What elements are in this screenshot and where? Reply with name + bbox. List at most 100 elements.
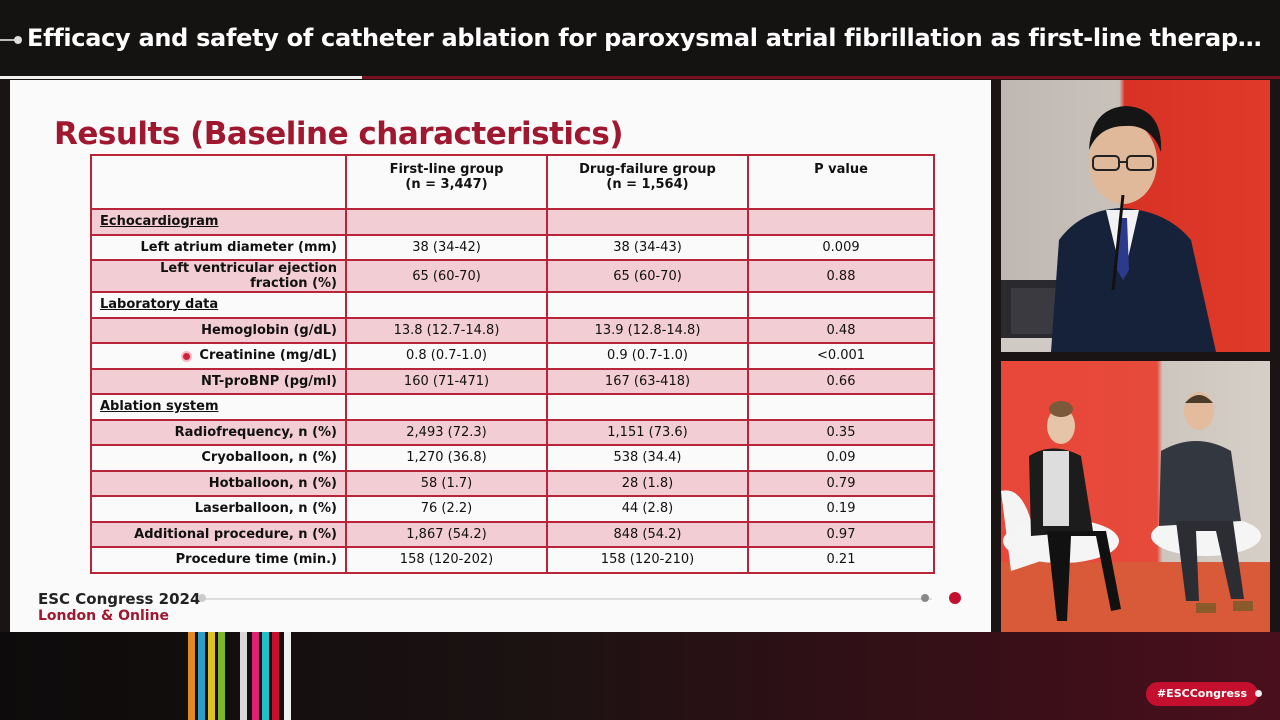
row-p: 0.009 — [747, 233, 935, 261]
row-c1: 2,493 (72.3) — [345, 418, 548, 446]
presentation-slide: Results (Baseline characteristics) First… — [10, 80, 991, 632]
title-underline-red — [362, 76, 1280, 79]
table-row: Additional procedure, n (%) 1,867 (54.2)… — [90, 520, 935, 548]
section-label: Laboratory data — [90, 291, 347, 319]
band-stripe — [240, 632, 247, 720]
row-label: Hotballoon, n (%) — [90, 469, 347, 497]
row-p: 0.88 — [747, 259, 935, 293]
row-c2: 28 (1.8) — [546, 469, 749, 497]
row-c1: 1,270 (36.8) — [345, 444, 548, 472]
band-stripe — [284, 632, 291, 720]
panelists-figure — [1001, 392, 1261, 621]
row-c1: 65 (60-70) — [345, 259, 548, 293]
row-label: Left ventricular ejection fraction (%) — [90, 259, 347, 293]
table-header-row: First-line group (n = 3,447) Drug-failure… — [90, 154, 935, 210]
row-p: 0.19 — [747, 495, 935, 523]
stage-floor — [1001, 562, 1270, 632]
row-c2: 13.9 (12.8-14.8) — [546, 316, 749, 344]
row-c1: 38 (34-42) — [345, 233, 548, 261]
row-c2: 538 (34.4) — [546, 444, 749, 472]
table-row: Left atrium diameter (mm) 38 (34-42) 38 … — [90, 233, 935, 261]
row-c1: 58 (1.7) — [345, 469, 548, 497]
row-label: Creatinine (mg/dL) — [90, 342, 347, 370]
laser-pointer-icon — [183, 353, 190, 360]
congress-location: London & Online — [38, 608, 169, 624]
header-drug-failure: Drug-failure group (n = 1,564) — [546, 154, 749, 210]
section-row: Laboratory data — [90, 291, 935, 319]
row-p: 0.79 — [747, 469, 935, 497]
speaker-figure — [1001, 106, 1216, 352]
slide-title: Results (Baseline characteristics) — [54, 116, 624, 152]
section-row: Echocardiogram — [90, 208, 935, 236]
row-c1: 160 (71-471) — [345, 367, 548, 395]
title-underline — [0, 76, 362, 79]
row-c2: 158 (120-210) — [546, 546, 749, 574]
row-c2: 65 (60-70) — [546, 259, 749, 293]
row-label: NT-proBNP (pg/ml) — [90, 367, 347, 395]
row-label: Left atrium diameter (mm) — [90, 233, 347, 261]
row-label: Procedure time (min.) — [90, 546, 347, 574]
header-empty-cell — [90, 154, 347, 210]
decorative-band — [0, 632, 1280, 720]
row-c2: 167 (63-418) — [546, 367, 749, 395]
table-row: Left ventricular ejection fraction (%) 6… — [90, 259, 935, 293]
hashtag-badge: #ESCCongress — [1146, 682, 1258, 706]
video-title: Efficacy and safety of catheter ablation… — [27, 24, 1267, 52]
title-bar: Efficacy and safety of catheter ablation… — [0, 0, 1280, 79]
row-p: <0.001 — [747, 342, 935, 370]
slide-progress-track — [202, 598, 932, 600]
row-p: 0.09 — [747, 444, 935, 472]
row-c1: 0.8 (0.7-1.0) — [345, 342, 548, 370]
band-stripe — [252, 632, 259, 720]
section-row: Ablation system — [90, 393, 935, 421]
row-label: Radiofrequency, n (%) — [90, 418, 347, 446]
title-bar-dot-icon — [14, 36, 22, 44]
row-label: Additional procedure, n (%) — [90, 520, 347, 548]
row-p: 0.48 — [747, 316, 935, 344]
row-label: Laserballoon, n (%) — [90, 495, 347, 523]
table-row: Hotballoon, n (%) 58 (1.7) 28 (1.8) 0.79 — [90, 469, 935, 497]
section-label: Echocardiogram — [90, 208, 347, 236]
table-row: Radiofrequency, n (%) 2,493 (72.3) 1,151… — [90, 418, 935, 446]
row-p: 0.97 — [747, 520, 935, 548]
congress-name: ESC Congress 2024 — [38, 590, 201, 608]
table-row: Procedure time (min.) 158 (120-202) 158 … — [90, 546, 935, 574]
row-c2: 0.9 (0.7-1.0) — [546, 342, 749, 370]
row-p: 0.66 — [747, 367, 935, 395]
band-stripe — [198, 632, 205, 720]
table-row: NT-proBNP (pg/ml) 160 (71-471) 167 (63-4… — [90, 367, 935, 395]
row-c2: 44 (2.8) — [546, 495, 749, 523]
table-row: Creatinine (mg/dL) 0.8 (0.7-1.0) 0.9 (0.… — [90, 342, 935, 370]
row-p: 0.35 — [747, 418, 935, 446]
band-stripe — [218, 632, 225, 720]
band-stripe — [262, 632, 269, 720]
progress-start-icon — [198, 594, 206, 602]
table-row: Laserballoon, n (%) 76 (2.2) 44 (2.8) 0.… — [90, 495, 935, 523]
band-stripe — [188, 632, 195, 720]
progress-current-icon — [949, 592, 961, 604]
row-c2: 848 (54.2) — [546, 520, 749, 548]
progress-marker-icon — [921, 594, 929, 602]
section-label: Ablation system — [90, 393, 347, 421]
header-first-line: First-line group (n = 3,447) — [345, 154, 548, 210]
band-stripe — [208, 632, 215, 720]
row-c1: 158 (120-202) — [345, 546, 548, 574]
speaker-video — [1001, 80, 1270, 352]
row-p: 0.21 — [747, 546, 935, 574]
row-c2: 1,151 (73.6) — [546, 418, 749, 446]
hashtag-dot-icon — [1255, 690, 1262, 697]
header-p-value: P value — [747, 154, 935, 210]
table-row: Cryoballoon, n (%) 1,270 (36.8) 538 (34.… — [90, 444, 935, 472]
row-label: Cryoballoon, n (%) — [90, 444, 347, 472]
congress-footer: ESC Congress 2024 London & Online — [38, 590, 200, 624]
row-c1: 1,867 (54.2) — [345, 520, 548, 548]
row-c1: 76 (2.2) — [345, 495, 548, 523]
table-row: Hemoglobin (g/dL) 13.8 (12.7-14.8) 13.9 … — [90, 316, 935, 344]
row-label: Hemoglobin (g/dL) — [90, 316, 347, 344]
row-c1: 13.8 (12.7-14.8) — [345, 316, 548, 344]
row-c2: 38 (34-43) — [546, 233, 749, 261]
panel-video — [1001, 361, 1270, 632]
results-table: First-line group (n = 3,447) Drug-failure… — [90, 154, 935, 574]
title-bar-line — [0, 39, 18, 41]
band-stripe — [272, 632, 279, 720]
